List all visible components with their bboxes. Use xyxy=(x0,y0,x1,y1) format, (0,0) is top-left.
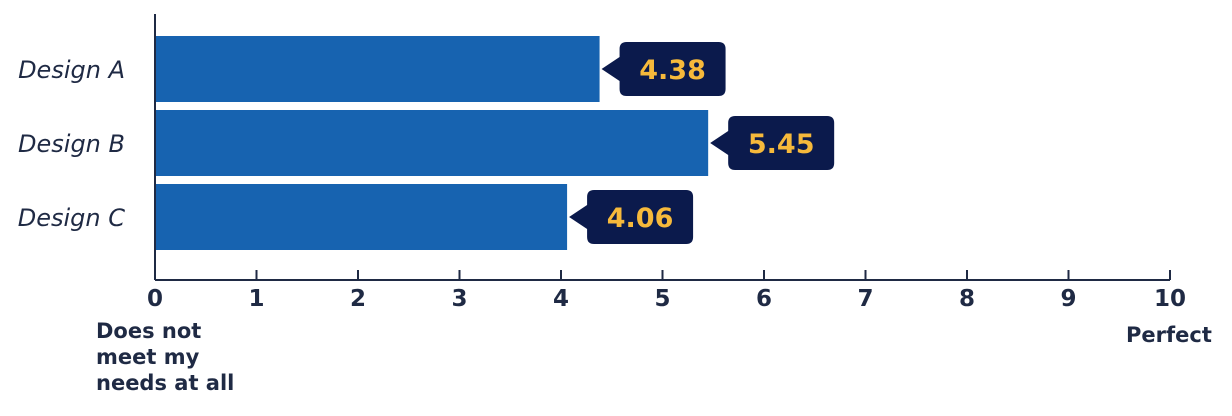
x-tick-label: 6 xyxy=(756,286,772,312)
x-tick-label: 9 xyxy=(1060,286,1076,312)
data-label-callout xyxy=(601,42,726,96)
x-tick-label: 0 xyxy=(147,286,163,312)
bar-2 xyxy=(155,110,709,176)
data-labels-group: 4.38 5.45 4.06 xyxy=(569,42,835,244)
scale-high-label: Perfect xyxy=(1126,323,1212,347)
x-tick-label: 1 xyxy=(248,286,264,312)
x-tick-label: 5 xyxy=(654,286,670,312)
data-label: 4.38 xyxy=(639,55,706,86)
x-tick-label: 7 xyxy=(857,286,873,312)
bars-group xyxy=(155,36,709,250)
x-tick-label: 2 xyxy=(350,286,366,312)
x-tick-label: 3 xyxy=(451,286,467,312)
bar-1 xyxy=(155,36,600,102)
scale-low-label: Does not meet my needs at all xyxy=(96,319,235,395)
x-tick-label: 8 xyxy=(959,286,975,312)
data-label: 4.06 xyxy=(607,203,674,234)
data-label-callout xyxy=(710,116,835,170)
data-label-callout xyxy=(569,190,694,244)
category-label: Design C xyxy=(18,204,125,232)
data-label: 5.45 xyxy=(748,129,815,160)
category-label: Design B xyxy=(18,130,125,158)
axes-group: 0 1 2 3 4 5 6 7 8 9 10 xyxy=(147,14,1186,312)
category-label: Design A xyxy=(18,56,125,84)
category-labels-group: Design A Design B Design C xyxy=(18,56,125,232)
x-tick-label: 4 xyxy=(553,286,569,312)
x-tick-label: 10 xyxy=(1154,286,1186,312)
bar-3 xyxy=(155,184,568,250)
